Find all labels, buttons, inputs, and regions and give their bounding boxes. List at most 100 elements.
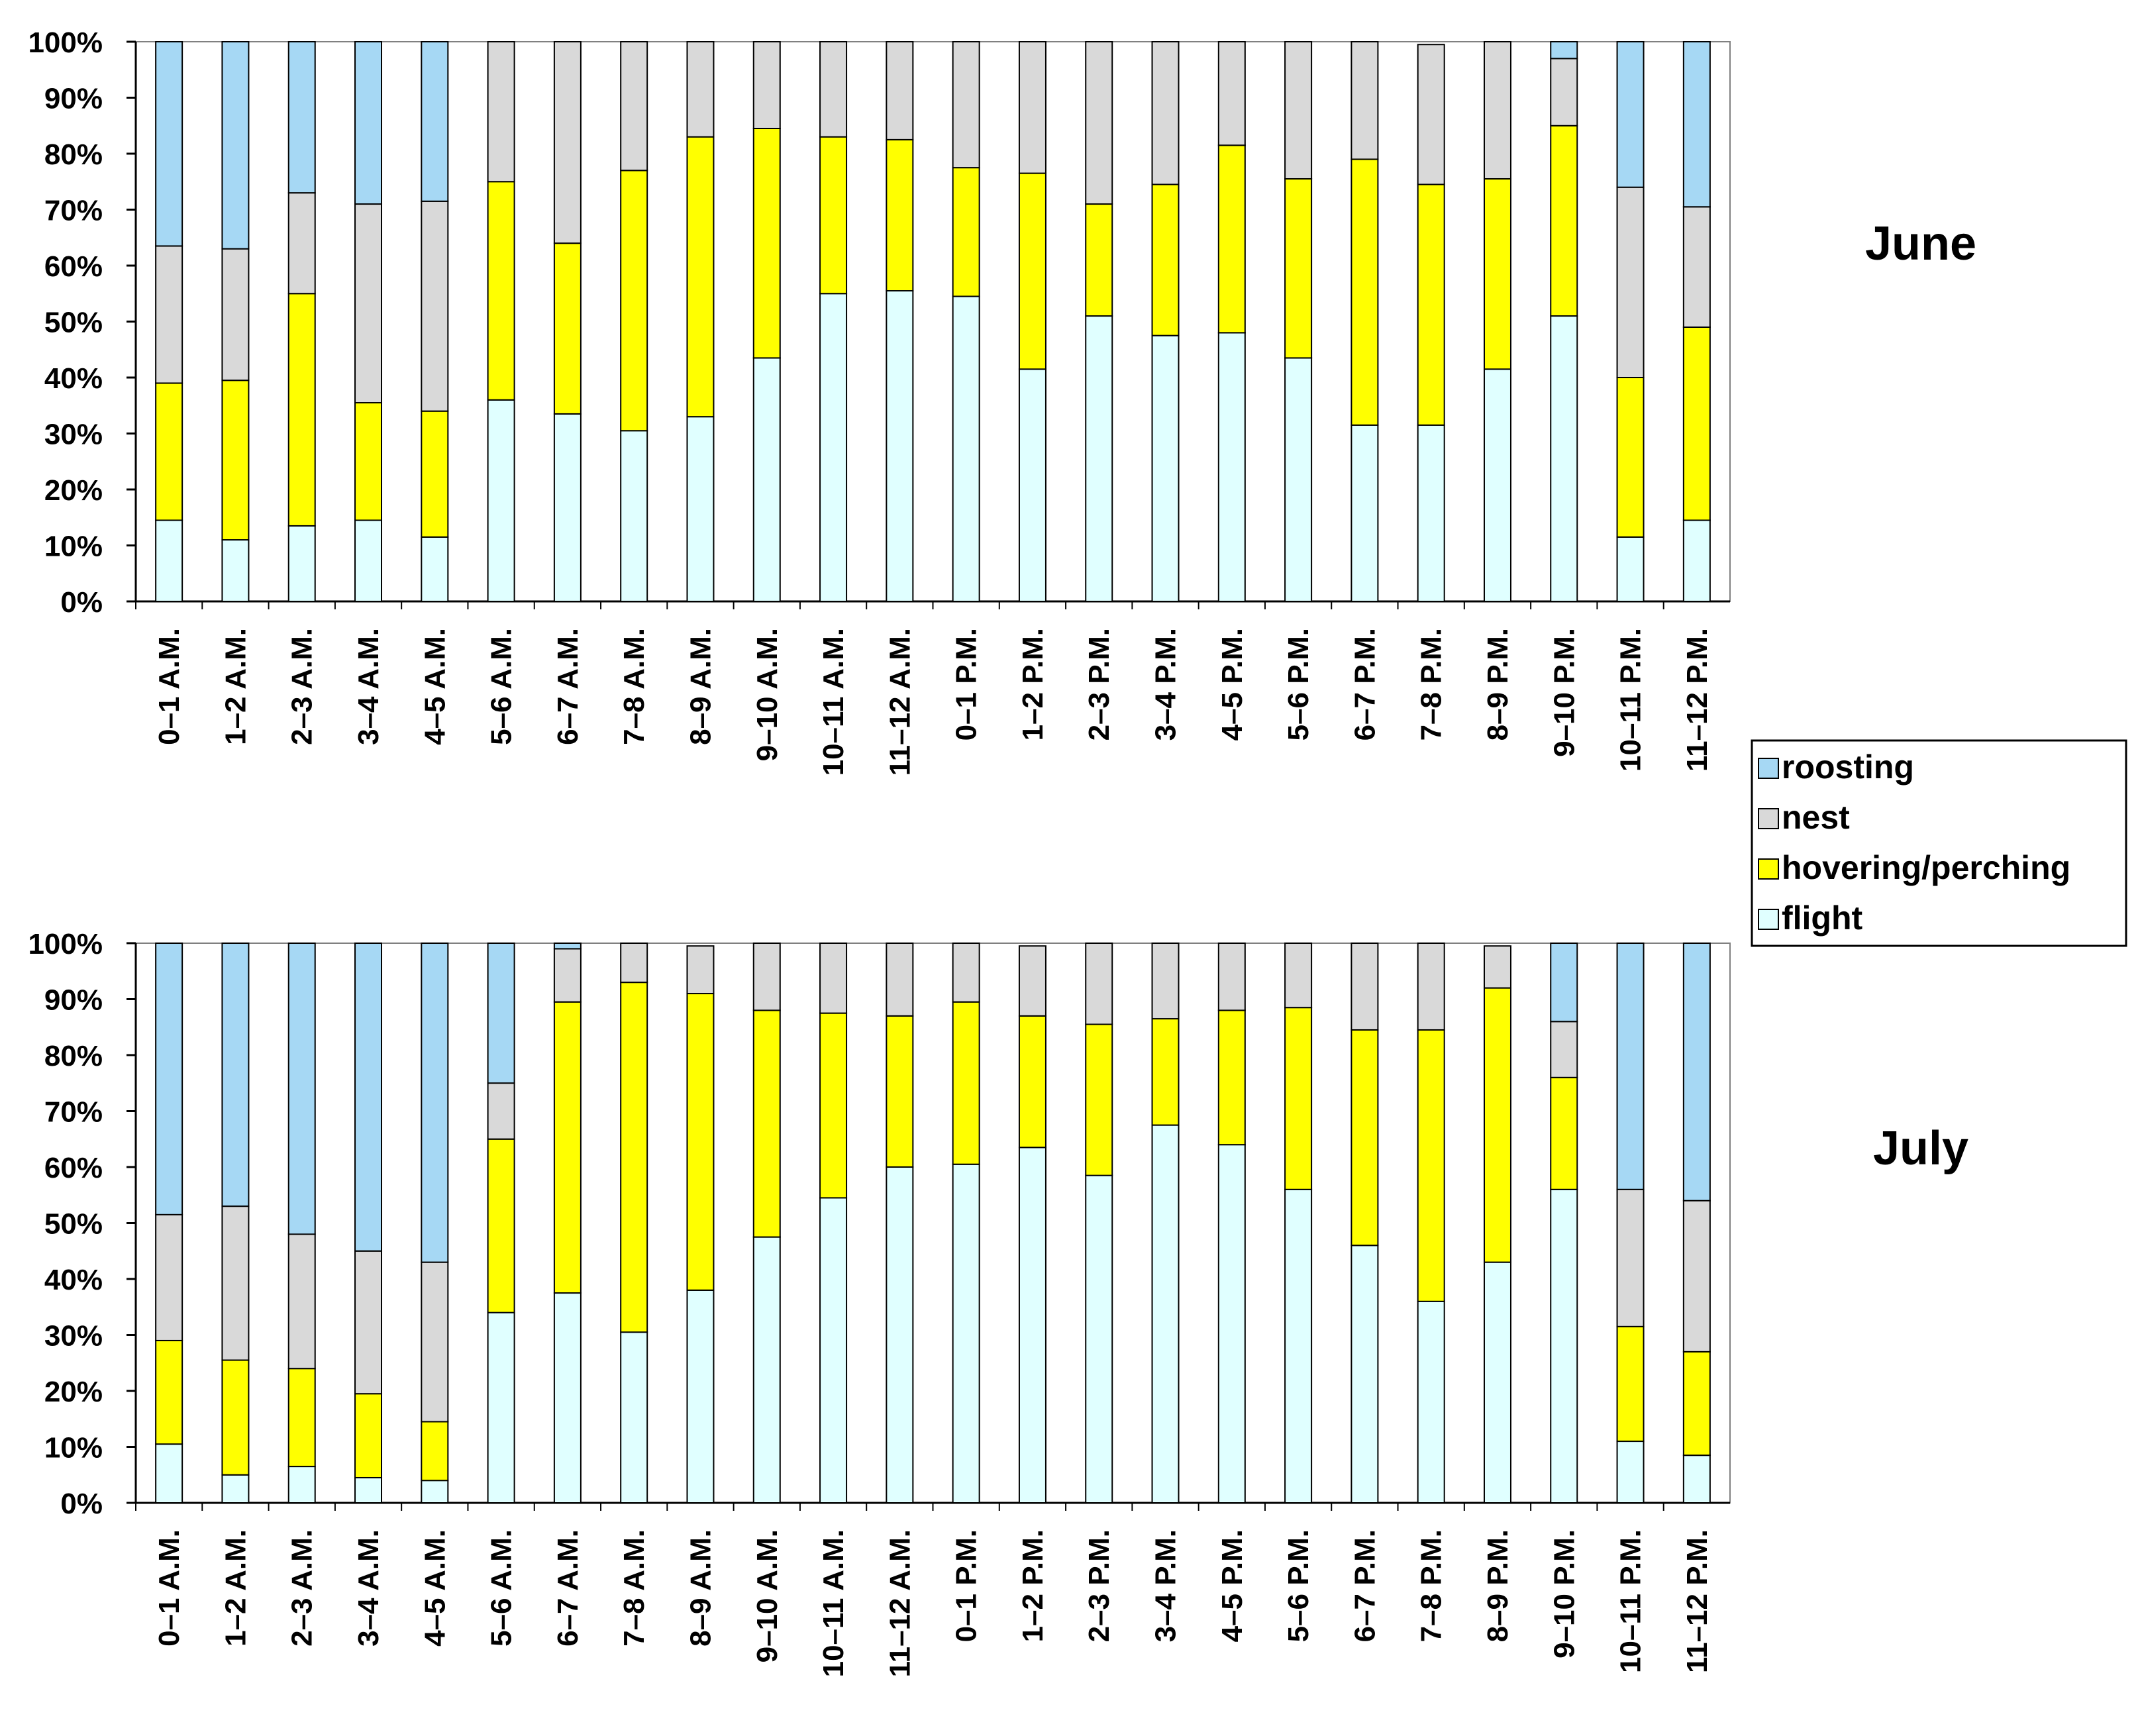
y-tick-label: 30%	[44, 1320, 103, 1353]
bar-segment-nest	[819, 943, 848, 1014]
bar-segment-hovering-perching	[1350, 1029, 1379, 1247]
bar-segment-roosting	[287, 943, 316, 1235]
bar-segment-flight	[1217, 332, 1246, 602]
x-tick-label: 2–3 P.M.	[1083, 1529, 1115, 1642]
y-tick-label: 40%	[44, 362, 103, 395]
bar-segment-hovering-perching	[686, 993, 715, 1291]
bar-segment-nest	[752, 943, 781, 1011]
x-tick-label: 10–11 A.M.	[817, 1529, 850, 1677]
bar-segment-roosting	[221, 943, 250, 1207]
bar-segment-flight	[487, 1311, 515, 1504]
bar-segment-flight	[1350, 424, 1379, 602]
bar-segment-hovering-perching	[553, 242, 582, 415]
legend-item-nest: nest	[1758, 799, 1850, 836]
legend-swatch-nest	[1758, 808, 1779, 829]
bar-segment-flight	[221, 1474, 250, 1504]
bar-segment-flight	[1350, 1245, 1379, 1504]
bar-segment-hovering-perching	[1018, 1015, 1046, 1149]
legend-box	[1751, 739, 2127, 947]
legend-swatch-roosting	[1758, 758, 1779, 779]
x-tick-label: 10–11 P.M.	[1615, 1529, 1647, 1673]
bar-segment-nest	[1085, 943, 1113, 1025]
bar-segment-nest	[553, 41, 582, 244]
bar-segment-roosting	[221, 41, 250, 250]
bar-segment-nest	[1616, 1188, 1645, 1327]
bar-segment-flight	[1085, 1174, 1113, 1504]
bar-segment-hovering-perching	[886, 1015, 914, 1168]
bar-segment-flight	[1483, 368, 1511, 602]
bar-segment-nest	[155, 245, 183, 384]
bar-segment-hovering-perching	[752, 127, 781, 359]
x-tick-label: 7–8 A.M.	[618, 1529, 650, 1647]
bar-segment-nest	[1682, 206, 1711, 328]
bar-segment-flight	[553, 1292, 582, 1504]
bar-segment-hovering-perching	[1217, 1009, 1246, 1146]
bar-segment-flight	[620, 1331, 648, 1504]
x-tick-label: 5–6 P.M.	[1282, 628, 1315, 740]
bar-segment-hovering-perching	[487, 1138, 515, 1313]
y-tick-label: 90%	[44, 984, 103, 1017]
x-tick-label: 4–5 A.M.	[419, 1529, 451, 1647]
y-tick-label: 20%	[44, 474, 103, 507]
bar-segment-flight	[1217, 1144, 1246, 1504]
bar-segment-nest	[421, 1261, 449, 1423]
bar-segment-roosting	[155, 943, 183, 1215]
plot-area	[135, 41, 1731, 602]
bar-segment-hovering-perching	[287, 1368, 316, 1468]
bar-segment-nest	[1616, 186, 1645, 378]
bar-segment-hovering-perching	[553, 1001, 582, 1294]
bar-segment-flight	[1085, 315, 1113, 602]
bar-segment-nest	[686, 41, 715, 138]
bar-segment-hovering-perching	[1350, 158, 1379, 426]
x-tick-label: 8–9 A.M.	[684, 628, 717, 745]
x-tick-label: 3–4 A.M.	[352, 1529, 385, 1647]
bar-segment-flight	[487, 399, 515, 602]
bar-segment-flight	[1417, 424, 1445, 602]
x-tick-label: 0–1 A.M.	[153, 1529, 185, 1647]
bar-segment-nest	[221, 248, 250, 382]
legend-item-hovering: hovering/perching	[1758, 849, 2070, 886]
bar-segment-hovering-perching	[952, 167, 980, 297]
bar-segment-flight	[1682, 1455, 1711, 1504]
bar-segment-nest	[287, 1233, 316, 1370]
y-tick-label: 100%	[28, 928, 103, 960]
bar-segment-nest	[155, 1213, 183, 1341]
bar-segment-nest	[686, 945, 715, 995]
x-tick-label: 5–6 A.M.	[485, 1529, 518, 1647]
x-tick-label: 9–10 A.M.	[751, 628, 784, 761]
bar-segment-roosting	[1550, 41, 1578, 60]
bar-segment-hovering-perching	[487, 181, 515, 401]
bar-segment-nest	[886, 41, 914, 140]
x-tick-label: 8–9 P.M.	[1482, 1529, 1514, 1642]
bar-segment-flight	[287, 525, 316, 602]
bar-segment-nest	[487, 41, 515, 183]
x-tick-label: 11–12 P.M.	[1681, 628, 1713, 772]
legend-label-hovering: hovering/perching	[1782, 849, 2070, 886]
y-tick-label: 0%	[60, 586, 103, 619]
june-chart: 0% 10% 20% 30% 40% 50% 60% 70% 80% 90% 100% 0–1 A.M…	[28, 26, 1731, 776]
bar-segment-hovering-perching	[886, 138, 914, 292]
y-tick-label: 80%	[44, 138, 103, 171]
x-tick-label: 10–11 P.M.	[1615, 628, 1647, 772]
bar-segment-flight	[752, 1236, 781, 1504]
bar-segment-hovering-perching	[221, 380, 250, 541]
legend: roosting nest hovering/perching flight	[1751, 739, 2127, 947]
x-tick-label: 5–6 P.M.	[1282, 1529, 1315, 1642]
bar-segment-nest	[1417, 943, 1445, 1031]
bar-segment-roosting	[1682, 41, 1711, 208]
bar-segment-nest	[1151, 41, 1180, 185]
bar-segment-hovering-perching	[354, 1393, 383, 1478]
bar-segment-hovering-perching	[620, 982, 648, 1333]
bar-segment-hovering-perching	[1417, 1029, 1445, 1302]
bar-segment-nest	[1085, 41, 1113, 205]
bar-segment-hovering-perching	[1284, 178, 1313, 359]
bar-segment-flight	[1018, 368, 1046, 602]
bar-segment-flight	[1616, 1441, 1645, 1504]
bar-segment-roosting	[155, 41, 183, 247]
bar-segment-roosting	[421, 943, 449, 1263]
bar-segment-flight	[886, 290, 914, 602]
bar-segment-roosting	[553, 943, 582, 950]
bar-segment-nest	[886, 943, 914, 1017]
legend-swatch-hovering	[1758, 858, 1779, 880]
